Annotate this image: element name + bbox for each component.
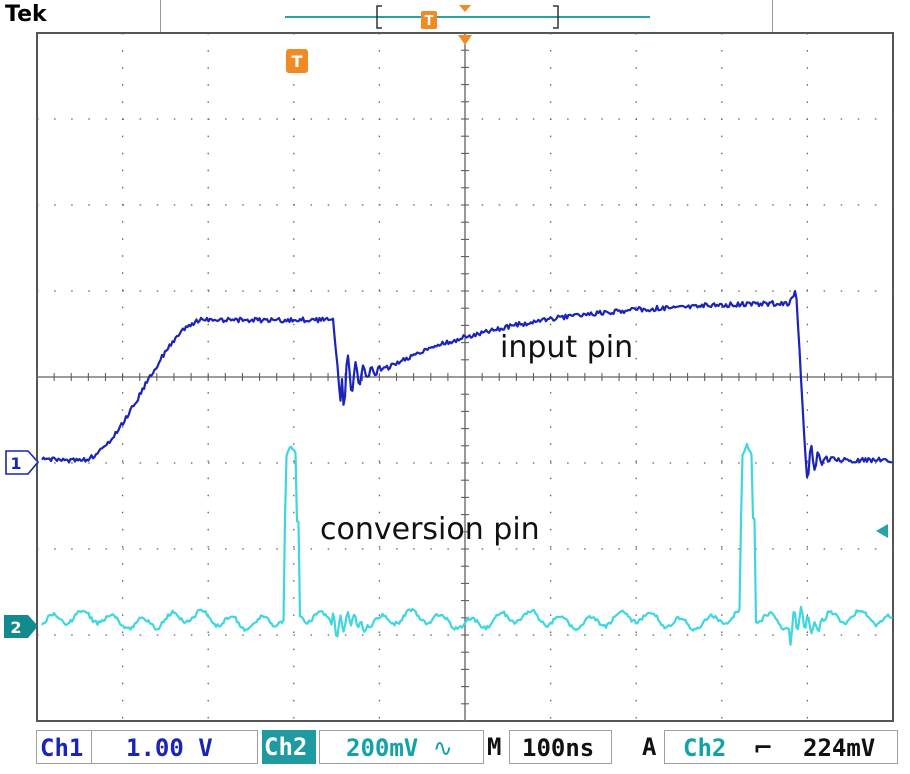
- ch1-waveform: [41, 289, 893, 478]
- ch2-ground-marker[interactable]: 2: [4, 615, 38, 638]
- timebase-value[interactable]: 100ns: [509, 730, 612, 764]
- ch2-label[interactable]: Ch2: [262, 730, 316, 764]
- svg-text:1: 1: [10, 454, 21, 473]
- svg-text:T: T: [425, 14, 434, 29]
- ch1-ground-marker[interactable]: 1: [5, 450, 40, 475]
- status-bar: Ch1 1.00 V Ch2 200mV ∿ M 100ns A Ch2 ⌐ 2…: [0, 726, 910, 774]
- header-divider-right: [772, 0, 773, 32]
- brand-logo: Tek: [5, 2, 47, 27]
- ch1-label[interactable]: Ch1: [36, 730, 92, 764]
- trigger-readout[interactable]: Ch2 ⌐ 224mV: [664, 730, 898, 764]
- record-window-bracket-right: [553, 5, 559, 29]
- ch2-scale-text: 200mV: [346, 734, 419, 762]
- graticule-grid: [36, 32, 894, 722]
- trigger-marker-icon: T: [286, 49, 308, 73]
- trigger-source: Ch2: [683, 734, 727, 762]
- ch2-waveform: [41, 442, 893, 646]
- acquisition-label: A: [642, 733, 657, 761]
- center-marker-top-icon: [459, 5, 471, 12]
- trigger-position-icon-top: T: [421, 11, 437, 29]
- header-divider-left: [160, 0, 161, 32]
- svg-text:T: T: [292, 52, 303, 71]
- trigger-level-marker-icon[interactable]: [876, 524, 888, 538]
- input-pin-label: input pin: [500, 330, 634, 365]
- record-window-bracket-left: [376, 5, 382, 29]
- timebase-label: M: [487, 733, 502, 761]
- conversion-pin-label: conversion pin: [320, 512, 540, 547]
- trigger-level-value: 224mV: [803, 734, 876, 762]
- trigger-time-marker-icon: [458, 35, 472, 45]
- ch2-scale-value[interactable]: 200mV ∿: [319, 730, 484, 764]
- svg-text:2: 2: [10, 618, 21, 637]
- falling-edge-icon: ⌐: [753, 734, 774, 762]
- ac-coupling-icon: ∿: [432, 734, 453, 762]
- ch1-scale-value[interactable]: 1.00 V: [91, 730, 258, 764]
